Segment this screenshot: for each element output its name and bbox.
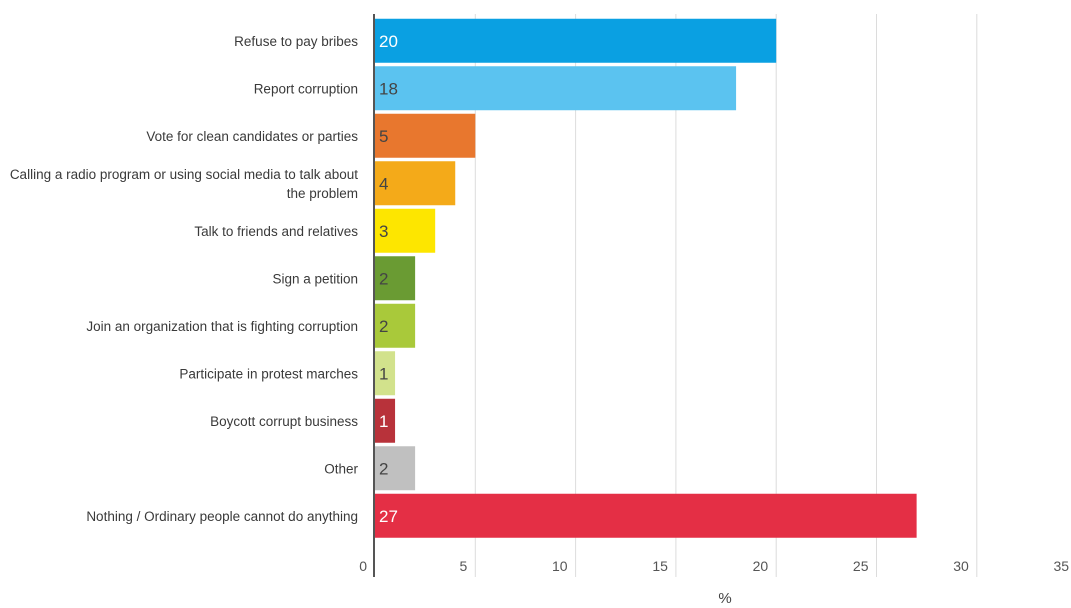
x-tick-label: 10: [552, 558, 568, 574]
category-labels: Refuse to pay bribes Report corruption Vot…: [10, 34, 359, 524]
bar: [375, 303, 416, 348]
bar: [375, 113, 476, 158]
category-label: Calling a radio program or using social …: [10, 167, 358, 201]
bar-value-label: 20: [379, 32, 398, 51]
category-label: Nothing / Ordinary people cannot do anyt…: [86, 509, 358, 524]
bar: [375, 351, 396, 396]
x-tick-label: 25: [853, 558, 869, 574]
category-label: Sign a petition: [272, 271, 358, 286]
x-axis-title: %: [718, 590, 731, 607]
x-axis-tick-labels: 0 5 10 15 20 25 30 35: [359, 558, 1069, 574]
bar: [375, 398, 396, 443]
value-labels: 20 18 5 4 3 2 2 1 1 2 27: [379, 32, 398, 526]
bar: [375, 446, 416, 491]
x-tick-label: 20: [753, 558, 769, 574]
bar-value-label: 5: [379, 127, 388, 146]
category-label: Participate in protest marches: [179, 366, 358, 381]
category-label: Talk to friends and relatives: [194, 224, 358, 239]
x-tick-label: 35: [1054, 558, 1070, 574]
bar-value-label: 27: [379, 507, 398, 526]
bar-value-label: 2: [379, 317, 388, 336]
bar: [375, 208, 436, 253]
bars: [375, 18, 917, 538]
bar-value-label: 1: [379, 412, 388, 431]
x-tick-label: 30: [953, 558, 969, 574]
category-label: Join an organization that is fighting co…: [86, 319, 358, 334]
category-label: Report corruption: [254, 81, 358, 96]
x-tick-label: 0: [359, 558, 367, 574]
category-label: Other: [324, 461, 358, 476]
bar-value-label: 1: [379, 364, 388, 383]
bar-value-label: 2: [379, 269, 388, 288]
x-tick-label: 15: [652, 558, 668, 574]
bar: [375, 161, 456, 206]
bar: [375, 66, 737, 111]
bar: [375, 18, 777, 63]
bar-value-label: 4: [379, 174, 388, 193]
bar-value-label: 2: [379, 459, 388, 478]
bar: [375, 256, 416, 301]
category-label: Vote for clean candidates or parties: [146, 129, 358, 144]
bar-value-label: 18: [379, 79, 398, 98]
bar: [375, 493, 917, 538]
category-label: Boycott corrupt business: [210, 414, 358, 429]
bar-value-label: 3: [379, 222, 388, 241]
category-label: Refuse to pay bribes: [234, 34, 358, 49]
x-tick-label: 5: [460, 558, 468, 574]
